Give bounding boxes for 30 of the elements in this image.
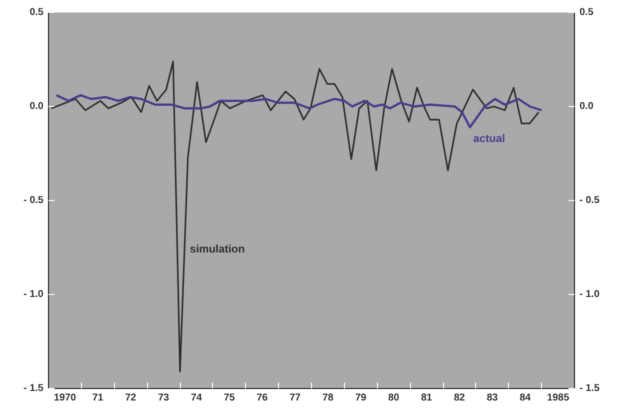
- x-tick-label: 75: [224, 392, 236, 404]
- y2-tick-label: 0.0: [580, 101, 594, 112]
- x-tick-label: 82: [454, 392, 466, 404]
- y2-tick-label: 0.5: [580, 7, 594, 18]
- x-tick-label: 73: [158, 392, 170, 404]
- x-tick-label: 72: [125, 392, 137, 404]
- x-tick-label: 1985: [546, 392, 570, 404]
- x-tick-label: 78: [322, 392, 334, 404]
- x-tick-label: 81: [421, 392, 433, 404]
- x-tick-label: 71: [92, 392, 104, 404]
- series-label: actual: [473, 132, 506, 145]
- x-tick-label: 1970: [54, 392, 76, 404]
- y2-tick-label: - 1.0: [580, 289, 600, 300]
- y2-tick-label: - 1.5: [580, 383, 600, 394]
- x-tick-label: 83: [486, 392, 498, 404]
- x-tick-label: 76: [256, 392, 268, 404]
- line-series: [55, 94, 543, 128]
- x-tick-label: 84: [520, 392, 532, 404]
- y-tick-label: - 1.5: [23, 383, 44, 394]
- y-tick-label: - 1.0: [23, 289, 44, 300]
- x-tick-label: 79: [355, 392, 367, 404]
- y-tick-label: - 0.5: [23, 195, 44, 206]
- x-tick-label: 74: [190, 392, 202, 404]
- x-tick-label: 80: [388, 392, 400, 404]
- x-tick-label: 77: [290, 392, 302, 404]
- line-series: [50, 60, 540, 372]
- series-label: simulation: [190, 244, 246, 256]
- y2-tick-label: - 0.5: [580, 195, 600, 206]
- y-tick-label: 0.0: [30, 101, 44, 112]
- y-tick-label: 0.5: [30, 7, 44, 18]
